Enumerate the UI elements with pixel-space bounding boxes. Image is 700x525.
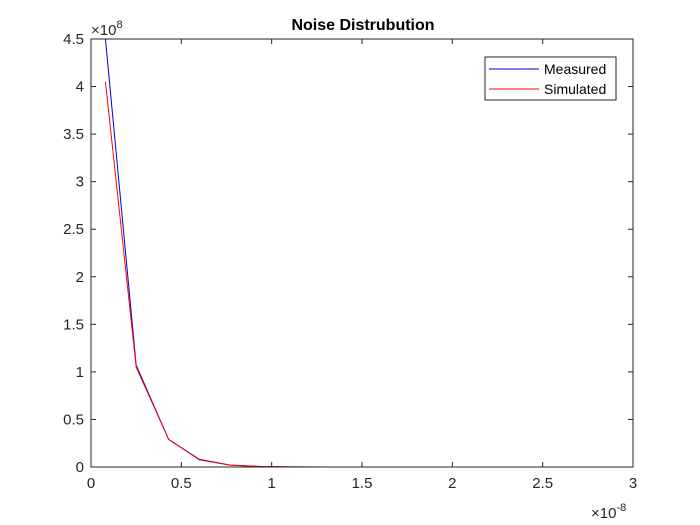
x-tick-label: 2.5 (532, 475, 553, 492)
x-tick-label: 2 (448, 475, 456, 492)
y-tick-label: 0 (76, 459, 84, 476)
y-tick-label: 1.5 (63, 316, 84, 333)
y-tick-label: 2 (76, 269, 84, 286)
y-tick-label: 4.5 (63, 31, 84, 48)
svg-text:×108: ×108 (91, 19, 123, 39)
x-tick-label: 1.5 (352, 475, 373, 492)
legend-label-simulated: Simulated (544, 81, 606, 97)
legend-label-measured: Measured (544, 61, 606, 77)
ticks-layer: 0 0.5 1 1.5 2 2.5 3 0 0.5 1 1.5 2 2.5 3 3.5 4 4.5 (63, 31, 637, 492)
x-exponent-base: ×10 (591, 505, 616, 522)
x-tick-label: 0.5 (171, 475, 192, 492)
legend: Measured Simulated (484, 56, 617, 101)
svg-text:×10-8: ×10-8 (591, 502, 626, 522)
chart-title: Noise Distrubution (291, 17, 434, 34)
x-tick-label: 3 (629, 475, 637, 492)
y-tick-label: 4 (76, 79, 84, 96)
y-exponent-base: ×10 (91, 22, 116, 39)
y-tick-label: 2.5 (63, 221, 84, 238)
y-tick-label: 3 (76, 174, 84, 191)
y-axis-exponent: ×108 (91, 19, 123, 39)
plot-area (91, 39, 633, 467)
y-exponent-power: 8 (116, 19, 122, 31)
legend-box (484, 56, 617, 101)
x-axis-exponent: ×10-8 (591, 502, 626, 522)
x-tick-label: 1 (267, 475, 275, 492)
x-exponent-power: -8 (616, 502, 626, 514)
x-tick-label: 0 (87, 475, 95, 492)
y-tick-label: 0.5 (63, 411, 84, 428)
y-tick-label: 1 (76, 364, 84, 381)
y-tick-label: 3.5 (63, 126, 84, 143)
